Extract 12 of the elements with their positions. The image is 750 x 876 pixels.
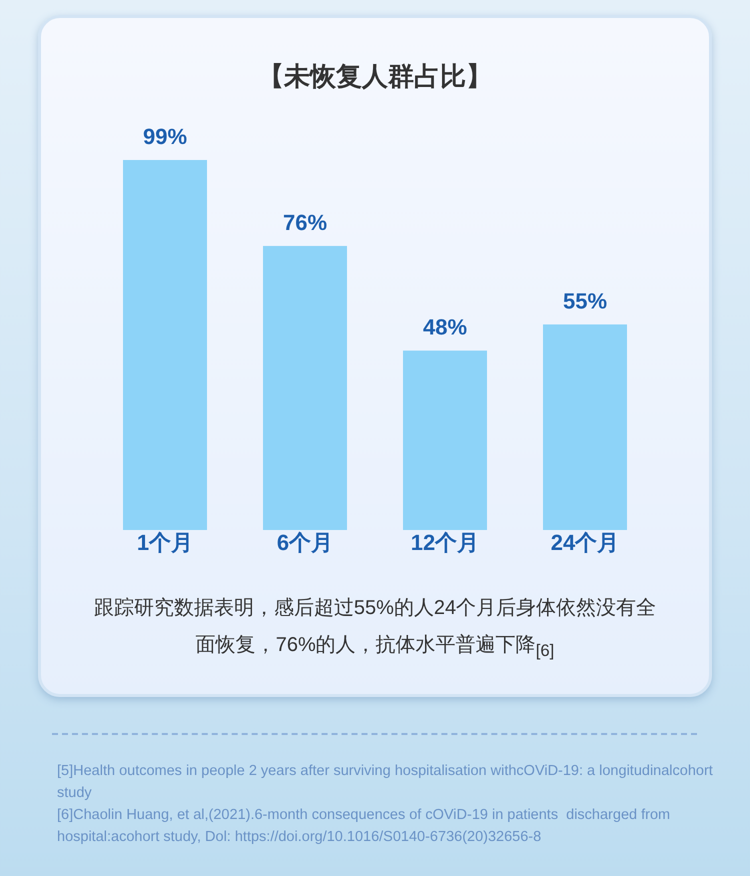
x-tick-label: 12个月 (410, 530, 480, 555)
annotation: [5]Health outcomes in people 2 years after surviving hospitalisation withcOViD-19: a longitudinalcohort study (57, 762, 714, 803)
chart-title: 【未恢复人群占比】 (258, 61, 492, 91)
data-label: 55% (562, 288, 608, 314)
x-tick-label: 6个月 (276, 530, 334, 555)
annotation: [6]Chaolin Huang, et al,(2021).6-month consequences of cOViD-19 in patients discharged from hospital:acohort study, Dol: https://doi.org/10.1016/S0140-6736(20)32656-8 (57, 806, 672, 847)
data-label: 48% (422, 314, 468, 340)
annotation: 跟踪研究数据表明，感后超过55%的人24个月后身体依然没有全面恢复，76%的人，抗体水平普遍下降$_{[6]}$ (92, 596, 658, 662)
x-tick-label: 1个月 (136, 530, 194, 555)
data-label: 76% (282, 210, 328, 235)
data-label: 99% (142, 124, 188, 149)
x-tick-label: 24个月 (550, 530, 620, 555)
